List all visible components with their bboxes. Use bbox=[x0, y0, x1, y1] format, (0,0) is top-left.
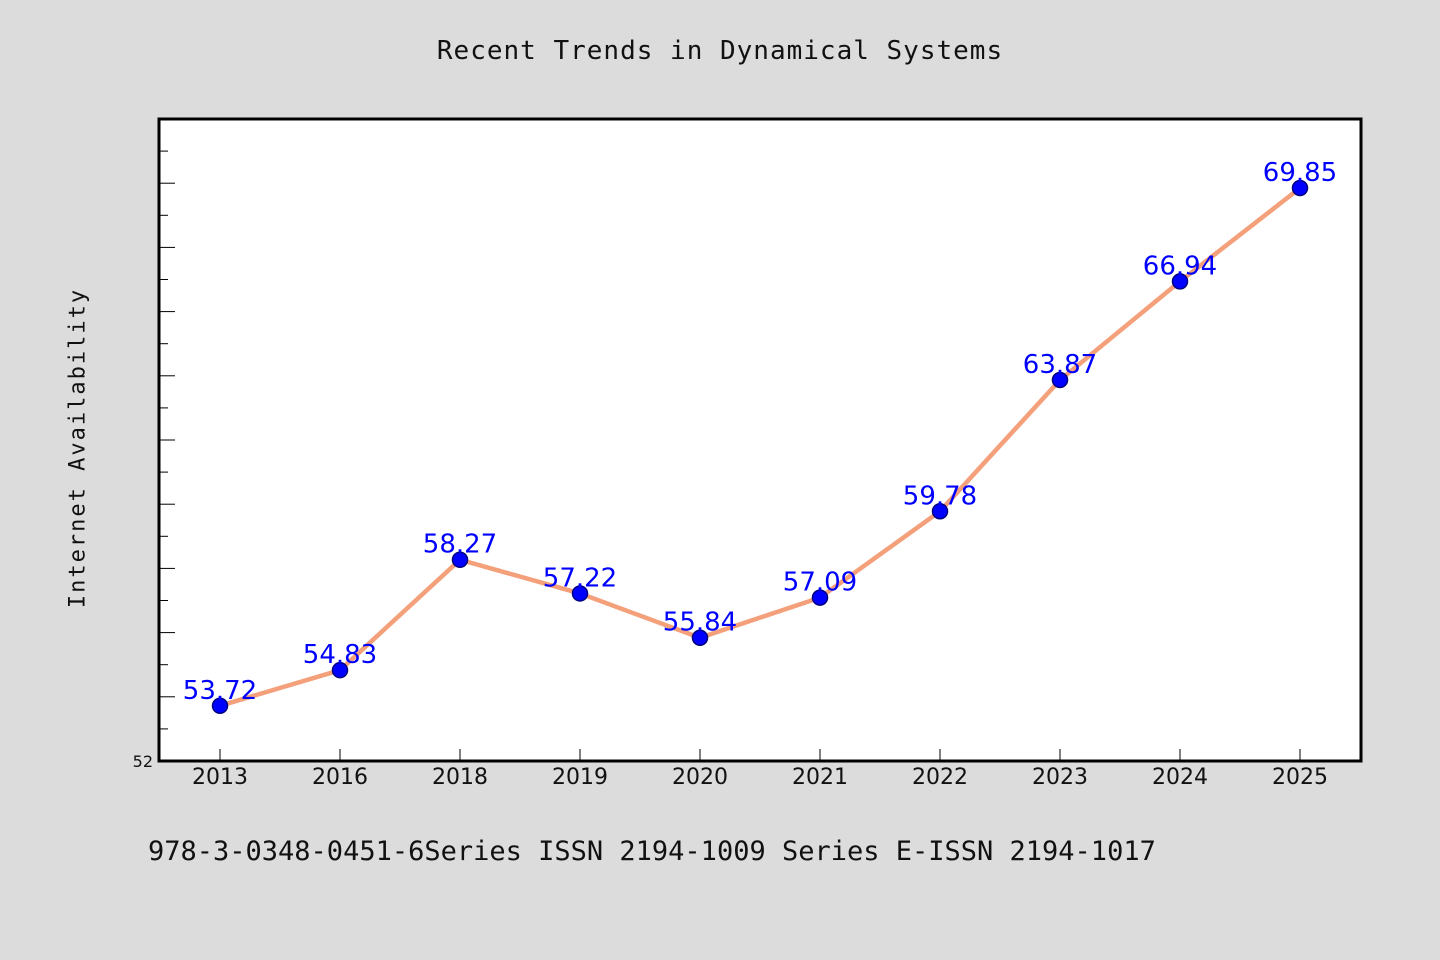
x-tick-label: 2020 bbox=[672, 765, 728, 790]
x-tick-label: 2018 bbox=[432, 765, 488, 790]
data-point bbox=[931, 503, 949, 520]
data-label: 66.94 bbox=[1143, 251, 1217, 281]
data-point bbox=[1171, 273, 1189, 290]
data-point bbox=[211, 697, 229, 715]
chart-title: Recent Trends in Dynamical Systems bbox=[436, 36, 1004, 66]
data-label: 55.84 bbox=[663, 608, 737, 638]
x-tick-label: 2013 bbox=[192, 765, 248, 790]
data-label: 57.22 bbox=[543, 563, 617, 593]
series-line-group bbox=[217, 185, 1303, 709]
x-tick-label: 2024 bbox=[1152, 765, 1208, 790]
data-label: 57.09 bbox=[783, 568, 857, 598]
data-label: 58.27 bbox=[423, 530, 497, 560]
data-label: 53.72 bbox=[183, 676, 257, 706]
data-point bbox=[691, 629, 709, 646]
y-tick-label: 52 bbox=[133, 752, 153, 771]
x-tick-label: 2016 bbox=[312, 765, 368, 790]
data-label: 54.83 bbox=[303, 640, 377, 670]
x-axis-ticks: 2013 2016 2018 2019 2020 2021 2022 2023 2024 2025 bbox=[192, 749, 1328, 790]
x-tick-label: 2022 bbox=[912, 765, 968, 790]
x-tick-label: 2019 bbox=[552, 765, 608, 790]
data-point bbox=[811, 589, 829, 606]
data-label: 59.78 bbox=[903, 481, 977, 511]
y-axis-ticks: 52 bbox=[133, 150, 175, 771]
markers-group bbox=[211, 179, 1309, 715]
data-point bbox=[331, 661, 349, 679]
data-label: 69.85 bbox=[1263, 158, 1337, 188]
series-line bbox=[217, 185, 1303, 709]
data-point bbox=[571, 585, 589, 602]
x-tick-label: 2021 bbox=[792, 765, 848, 790]
data-labels-group: 53.72 54.83 58.27 57.22 55.84 57.09 59.78 63.87… bbox=[183, 158, 1337, 706]
data-label: 63.87 bbox=[1023, 350, 1097, 380]
data-point bbox=[1051, 371, 1069, 389]
x-tick-label: 2023 bbox=[1032, 765, 1088, 790]
data-point bbox=[451, 551, 469, 568]
x-tick-label: 2025 bbox=[1272, 765, 1328, 790]
data-point bbox=[1291, 179, 1309, 197]
footer-isbn-text: 978-3-0348-0451-6Series ISSN 2194-1009 S… bbox=[148, 836, 1156, 867]
